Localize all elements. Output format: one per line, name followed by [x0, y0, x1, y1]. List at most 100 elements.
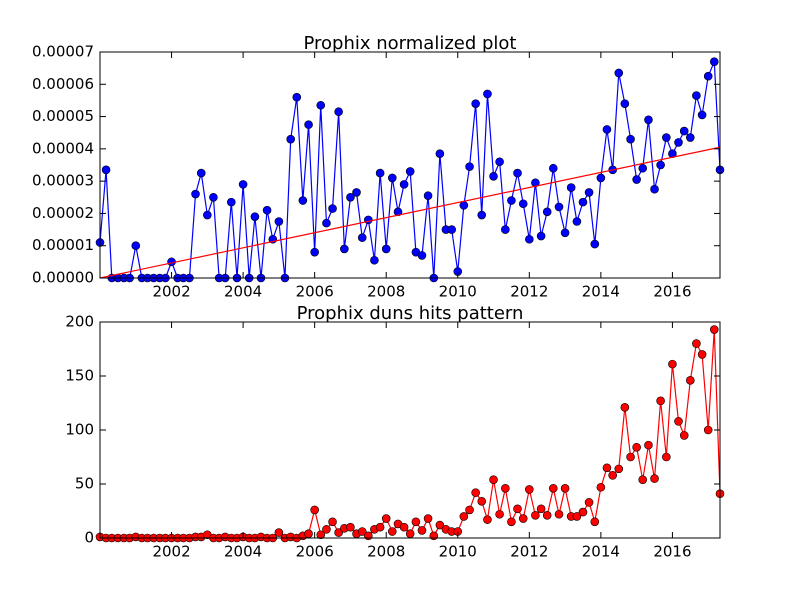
data-point: [572, 217, 582, 226]
data-point: [703, 425, 713, 435]
data-point: [495, 509, 504, 519]
data-point: [536, 231, 546, 241]
data-point: [471, 99, 480, 108]
data-point: [560, 484, 570, 493]
data-point: [375, 522, 385, 532]
data-point: [548, 484, 558, 493]
data-point: [572, 512, 582, 521]
data-point: [286, 134, 295, 144]
y-tick-label: 0.00000: [32, 269, 94, 287]
x-tick-label: 2012: [510, 283, 548, 301]
data-point: [316, 100, 326, 110]
data-point: [614, 464, 624, 474]
data-point: [316, 530, 326, 540]
data-point: [334, 528, 343, 537]
x-tick-label: 2004: [224, 543, 262, 561]
data-point: [644, 440, 653, 450]
data-point: [542, 511, 552, 520]
data-point: [465, 162, 474, 171]
data-point: [364, 215, 373, 225]
data-point: [435, 149, 445, 158]
data-point: [632, 175, 641, 184]
data-point: [703, 71, 713, 81]
data-point: [274, 528, 284, 537]
data-point: [525, 234, 534, 244]
data-point: [602, 125, 612, 134]
data-point: [381, 244, 391, 254]
data-point: [471, 488, 480, 497]
data-point: [489, 475, 498, 484]
data-point: [584, 498, 594, 507]
data-point: [304, 120, 313, 129]
data-point: [608, 471, 617, 480]
chart-title: Prophix normalized plot: [303, 33, 516, 54]
y-tick-label: 0.00003: [32, 172, 94, 190]
data-point: [650, 474, 659, 483]
data-point: [346, 522, 355, 532]
data-point: [697, 110, 707, 120]
x-tick-label: 2014: [582, 543, 620, 561]
data-point: [304, 529, 313, 538]
chart-title: Prophix duns hits pattern: [297, 303, 524, 324]
data-point: [679, 431, 689, 440]
data-point: [250, 212, 260, 221]
y-tick-label: 0.00002: [32, 204, 94, 222]
data-point: [411, 517, 421, 527]
data-point: [101, 165, 111, 175]
data-point: [364, 531, 373, 541]
data-point: [650, 184, 659, 194]
data-point: [447, 225, 456, 234]
x-tick-label: 2012: [510, 543, 548, 561]
data-point: [357, 233, 367, 242]
data-point: [518, 514, 528, 523]
x-tick-label: 2006: [296, 543, 334, 561]
data-point: [459, 512, 469, 521]
data-point: [370, 255, 379, 265]
data-point: [679, 126, 689, 136]
x-tick-label: 2014: [582, 283, 620, 301]
data-point: [262, 205, 272, 215]
data-point: [238, 180, 248, 189]
data-point: [131, 241, 141, 251]
data-point: [501, 484, 510, 493]
data-point: [477, 210, 487, 220]
data-point: [513, 504, 522, 514]
data-point: [322, 525, 331, 534]
data-point: [209, 192, 218, 202]
data-point: [525, 485, 534, 494]
data-point: [596, 173, 606, 183]
data-point: [405, 167, 415, 176]
data-point: [507, 196, 516, 205]
data-point: [328, 517, 337, 527]
data-point: [334, 107, 343, 117]
data-point: [668, 359, 677, 369]
x-tick-label: 2016: [653, 543, 691, 561]
data-point: [632, 442, 641, 452]
data-point: [656, 396, 665, 406]
data-point: [322, 218, 331, 228]
x-tick-label: 2004: [224, 283, 262, 301]
data-point: [375, 168, 385, 178]
y-tick-label: 0.00007: [32, 43, 94, 61]
data-point: [399, 522, 409, 532]
data-point: [626, 134, 635, 144]
data-point: [709, 325, 719, 334]
data-point: [686, 376, 695, 385]
data-point: [328, 204, 337, 213]
data-point: [387, 173, 397, 183]
data-point: [596, 482, 606, 492]
data-point: [399, 180, 409, 189]
data-point: [692, 91, 701, 100]
data-point: [495, 157, 504, 167]
data-point: [292, 92, 302, 102]
data-point: [644, 115, 653, 125]
data-point: [674, 417, 683, 426]
data-point: [531, 511, 540, 520]
y-tick-label: 50: [75, 475, 94, 493]
plot-frame: [99, 51, 721, 279]
data-point: [620, 99, 630, 108]
x-tick-label: 2008: [367, 283, 405, 301]
data-point: [417, 251, 427, 260]
data-point: [465, 505, 474, 515]
data-point: [423, 191, 433, 200]
